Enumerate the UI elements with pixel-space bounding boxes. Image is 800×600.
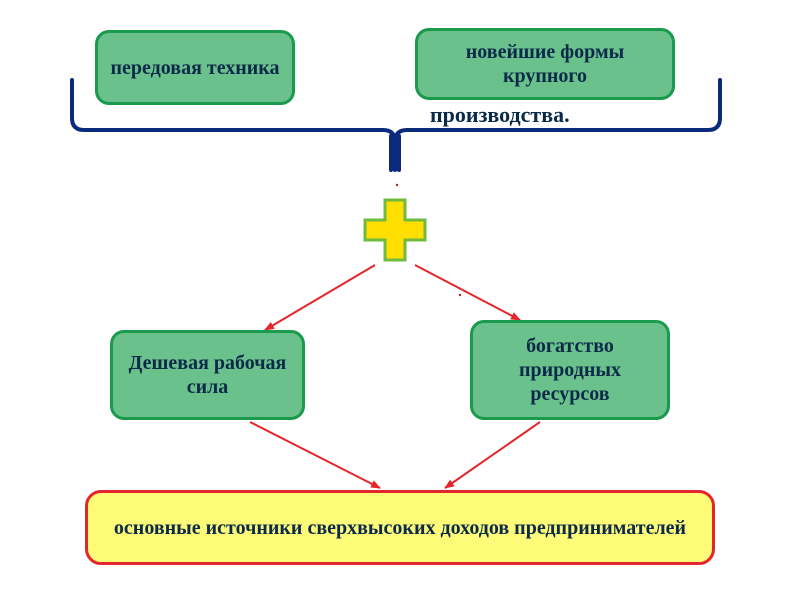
node-mid-right-label: богатство природных ресурсов [483, 334, 657, 406]
node-top-right-label: новейшие формы крупного [428, 40, 662, 88]
plus-icon [360, 195, 430, 265]
node-mid-right: богатство природных ресурсов [470, 320, 670, 420]
node-top-left: передовая техника [95, 30, 295, 105]
background-text: производства. [430, 100, 730, 130]
background-text-label: производства. [430, 102, 570, 128]
node-mid-left: Дешевая рабочая сила [110, 330, 305, 420]
node-top-left-label: передовая техника [111, 56, 280, 80]
node-top-right: новейшие формы крупного [415, 28, 675, 100]
node-bottom-label: основные источники сверхвысоких доходов … [114, 516, 686, 540]
node-bottom: основные источники сверхвысоких доходов … [85, 490, 715, 565]
node-mid-left-label: Дешевая рабочая сила [123, 351, 292, 399]
